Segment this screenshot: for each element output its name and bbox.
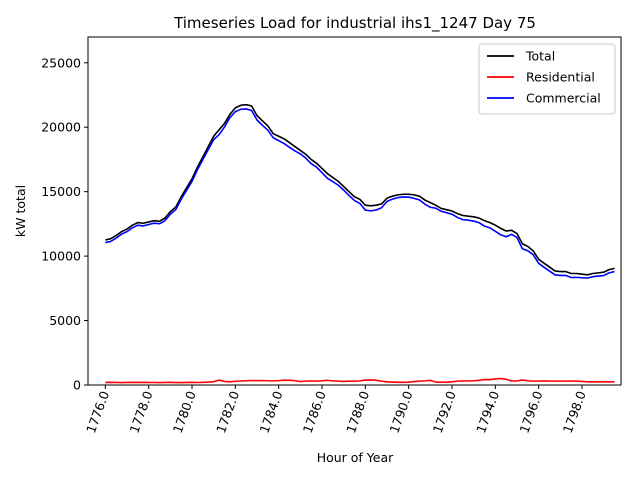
y-tick-label: 20000 (41, 120, 81, 135)
series-line-total (105, 103, 615, 276)
x-axis-label: Hour of Year (317, 450, 394, 465)
legend-label-total: Total (525, 49, 555, 64)
y-tick-label: 0 (73, 378, 81, 393)
series-line-residential (105, 377, 615, 384)
y-tick-label: 25000 (41, 55, 81, 70)
legend-label-commercial: Commercial (526, 91, 601, 106)
y-tick-label: 10000 (41, 249, 81, 264)
y-tick-label: 5000 (49, 313, 81, 328)
axes-frame (87, 36, 622, 386)
chart-title: Timeseries Load for industrial ihs1_1247… (173, 14, 536, 33)
series-line-commercial (105, 108, 615, 279)
y-axis-ticks: 0 5000 10000 15000 20000 25000 (41, 55, 88, 393)
legend-label-residential: Residential (526, 70, 595, 85)
y-tick-label: 15000 (41, 184, 81, 199)
legend: Total Residential Commercial (478, 43, 616, 115)
legend-frame (478, 43, 616, 115)
y-axis-label: kW total (13, 185, 28, 237)
series-layer (105, 103, 615, 384)
legend-entries: Total Residential Commercial (487, 49, 601, 106)
